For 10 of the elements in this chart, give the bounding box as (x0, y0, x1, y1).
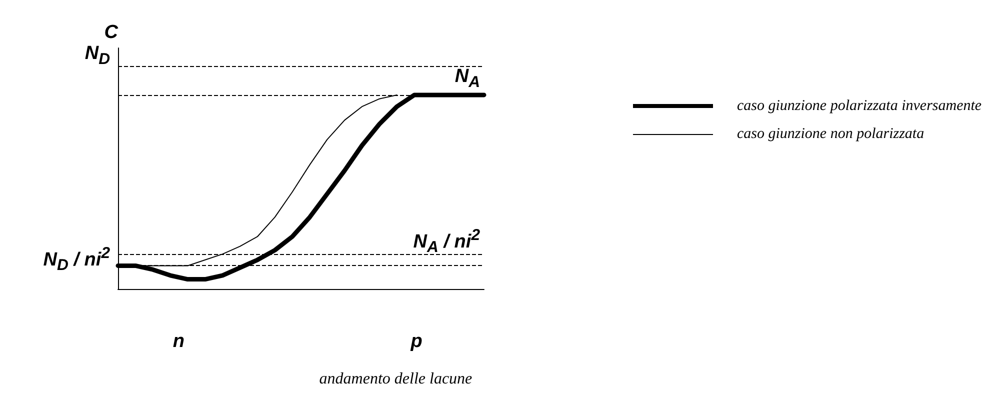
ref-line-label: N$_{A}$ (454, 64, 480, 93)
text: p (410, 331, 422, 352)
text: n (172, 331, 185, 352)
ref-line-label: N$_{D}$ (84, 42, 110, 70)
text: caso giunzione non polarizzata (737, 126, 924, 142)
ref-line-label: N$_{A}$ / ni$^{2}$ (413, 226, 480, 258)
ref-line-label: N$_{D}$ / ni$^{2}$ (43, 244, 110, 276)
text: caso giunzione polarizzata inversamente (737, 98, 982, 114)
text: andamento delle lacune (319, 370, 472, 388)
y-axis-title: C (104, 22, 118, 43)
